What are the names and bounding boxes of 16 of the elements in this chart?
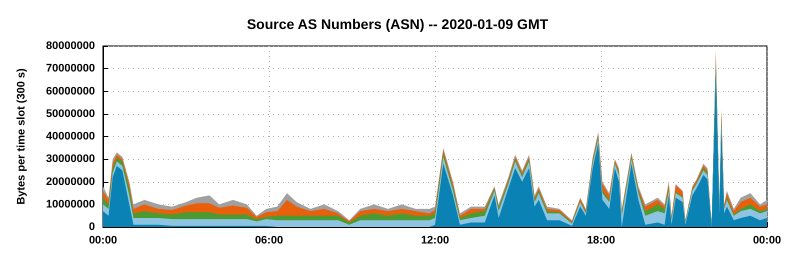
y-tick-label: 80000000 — [46, 40, 95, 52]
chart-title: Source AS Numbers (ASN) -- 2020-01-09 GMT — [246, 16, 549, 32]
y-tick-label: 60000000 — [46, 85, 95, 98]
y-tick-label: 30000000 — [46, 153, 95, 166]
y-tick-label: 20000000 — [46, 176, 95, 188]
y-tick-label: 40000000 — [46, 130, 95, 142]
x-tick-label: 18:00 — [586, 234, 616, 246]
x-tick-label: 12:00 — [420, 234, 450, 246]
y-axis-title: Bytes per time slot (300 s) — [16, 68, 28, 205]
x-tick-label: 00:00 — [88, 234, 118, 246]
x-tick-label: 06:00 — [254, 234, 284, 246]
y-tick-label: 70000000 — [46, 62, 95, 75]
y-tick-label: 0 — [88, 221, 95, 233]
x-tick-label: 00:00 — [752, 234, 782, 246]
y-tick-label: 50000000 — [46, 108, 95, 120]
y-tick-label: 10000000 — [46, 198, 95, 210]
